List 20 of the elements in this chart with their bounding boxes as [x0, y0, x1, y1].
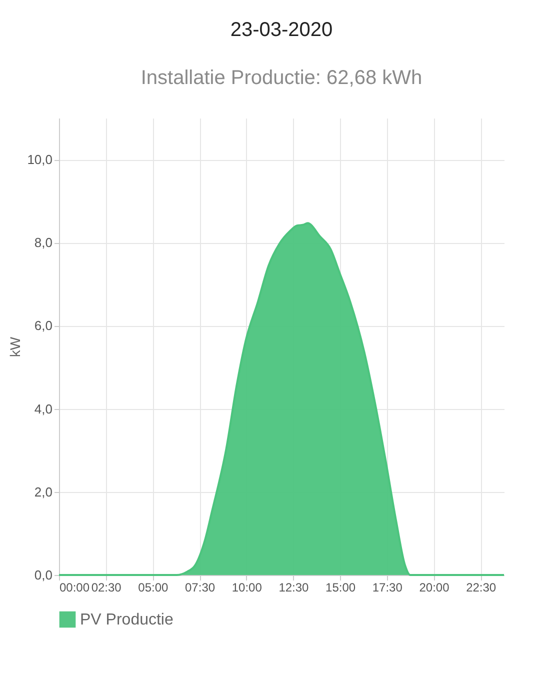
y-tick-label: 0,0 — [34, 568, 52, 582]
y-tick-label: 6,0 — [34, 318, 52, 334]
y-tick-label: 10,0 — [27, 152, 52, 168]
legend-label: PV Productie — [80, 612, 174, 628]
x-tick-label: 20:00 — [419, 580, 450, 594]
x-tick-label: 02:30 — [91, 580, 122, 594]
x-tick-label: 12:30 — [278, 580, 310, 594]
y-axis-title: kW — [7, 336, 24, 358]
y-tick-label: 2,0 — [34, 484, 52, 500]
x-tick-label: 17:30 — [372, 580, 403, 594]
chart-title: 23-03-2020 — [230, 19, 333, 41]
chart-subtitle: Installatie Productie: 62,68 kWh — [140, 67, 422, 89]
x-tick-label: 07:30 — [185, 580, 216, 594]
x-tick-label: 15:00 — [326, 580, 356, 594]
y-tick-label: 4,0 — [34, 401, 52, 416]
x-tick-label: 00:00 — [60, 580, 90, 594]
x-tick-label: 22:30 — [466, 580, 496, 594]
x-tick-label: 10:00 — [232, 580, 262, 594]
y-tick-label: 8,0 — [34, 235, 52, 250]
x-tick-label: 05:00 — [138, 580, 169, 594]
